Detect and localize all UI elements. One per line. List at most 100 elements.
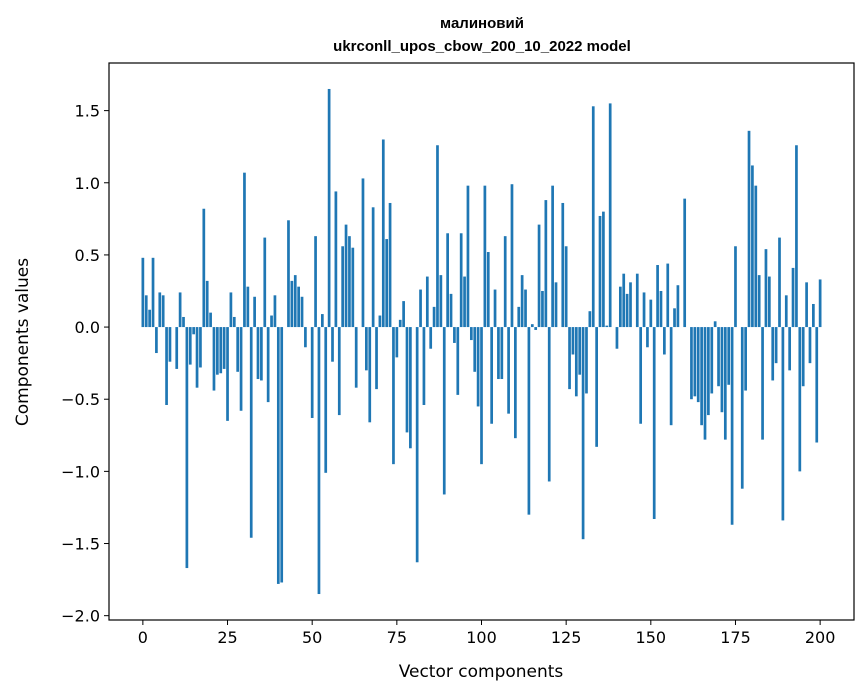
bars-group: [141, 88, 822, 595]
bar: [713, 321, 717, 328]
bar: [534, 327, 538, 330]
bar: [212, 327, 216, 391]
bar: [314, 236, 317, 328]
bar: [564, 246, 568, 328]
bar: [571, 327, 575, 355]
bar: [622, 273, 626, 328]
bar: [209, 312, 212, 328]
x-tick-label: 0: [138, 628, 148, 647]
bar: [253, 296, 256, 328]
bar: [449, 293, 453, 328]
y-tick-label: 0.5: [75, 246, 100, 265]
bar: [337, 327, 341, 416]
bar: [781, 327, 785, 521]
bar: [659, 290, 663, 328]
bar: [744, 327, 747, 391]
bar: [510, 184, 514, 328]
bar: [182, 316, 185, 328]
bar: [236, 327, 240, 372]
bar: [300, 296, 304, 328]
bar: [676, 285, 680, 328]
bar: [425, 276, 429, 328]
bar: [514, 327, 517, 439]
bar: [199, 327, 202, 368]
bar: [361, 178, 365, 328]
bar: [327, 88, 331, 328]
bar: [574, 327, 578, 397]
bar: [696, 327, 700, 403]
bar: [635, 273, 639, 328]
bar: [666, 263, 670, 328]
bar: [798, 327, 802, 472]
bar: [385, 239, 389, 328]
bar: [507, 327, 510, 414]
bar: [683, 198, 687, 328]
bar: [581, 327, 585, 540]
bar: [270, 315, 273, 328]
bar: [602, 211, 605, 328]
bar: [229, 292, 233, 328]
bar: [669, 327, 673, 426]
bar: [405, 327, 409, 433]
bar: [639, 327, 643, 424]
x-tick-label: 150: [636, 628, 667, 647]
bar: [473, 327, 477, 372]
bar: [503, 236, 507, 328]
bar: [293, 275, 297, 328]
bar: [588, 311, 592, 328]
bar: [165, 327, 168, 405]
bar: [185, 327, 189, 569]
bar: [530, 324, 534, 328]
bar: [310, 327, 314, 418]
bar: [476, 327, 480, 407]
bar: [497, 327, 500, 380]
bar: [453, 327, 456, 343]
bar: [351, 247, 355, 328]
x-tick-label: 175: [720, 628, 751, 647]
bar: [754, 185, 758, 328]
x-tick-label: 25: [217, 628, 237, 647]
bar: [774, 327, 778, 364]
bar: [551, 185, 554, 328]
bar: [469, 327, 473, 341]
bar: [348, 236, 351, 328]
bar: [710, 327, 714, 394]
bar: [801, 327, 805, 387]
bar: [527, 327, 531, 515]
bar: [365, 327, 368, 371]
bar: [463, 276, 466, 328]
x-axis-label: Vector components: [399, 662, 564, 682]
bar: [761, 327, 764, 440]
bar: [747, 130, 751, 328]
plot-frame: [108, 62, 855, 621]
bar: [219, 327, 223, 374]
bar: [788, 327, 792, 371]
bar: [205, 280, 209, 328]
bar: [222, 327, 226, 369]
bar: [436, 145, 439, 328]
bar: [585, 327, 588, 394]
bar: [554, 282, 558, 328]
bar: [805, 282, 808, 328]
bar: [500, 327, 504, 380]
y-tick-label: 1.0: [75, 174, 100, 193]
bar: [422, 327, 426, 405]
bar: [717, 327, 720, 387]
x-tick-label: 200: [805, 628, 836, 647]
bar: [707, 327, 710, 416]
bar: [541, 290, 544, 328]
bar: [368, 327, 372, 423]
bar: [720, 327, 724, 413]
bar: [178, 292, 182, 328]
bar: [249, 327, 253, 538]
bar: [547, 327, 551, 482]
bar: [239, 327, 243, 411]
bar: [608, 103, 612, 328]
bar: [263, 237, 267, 328]
bar: [402, 301, 405, 328]
bar: [615, 327, 619, 349]
x-tick-label: 50: [302, 628, 322, 647]
y-axis-ticks: −2.0 −1.5 −1.0 −0.5 0.0 0.5 1.0 1.5: [61, 102, 109, 626]
bar: [784, 295, 788, 328]
bar: [158, 292, 162, 328]
